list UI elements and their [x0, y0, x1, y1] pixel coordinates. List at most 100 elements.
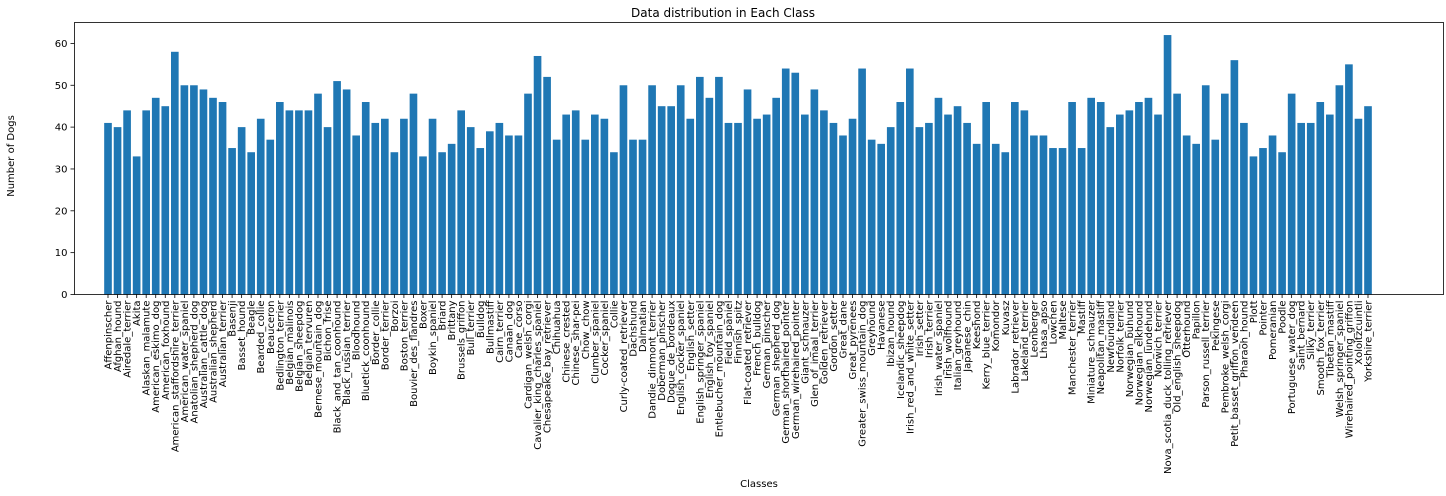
x-tick-label: French_bulldog: [753, 301, 764, 376]
bar-anatolian-shepherd-dog: [190, 85, 198, 295]
y-tick-label: 10: [55, 248, 68, 259]
x-tick-label: Bluetick_coonhound: [361, 301, 372, 402]
bar-belgian-tervuren: [304, 110, 313, 295]
bar-smooth-fox-terrier: [1316, 102, 1325, 295]
bar-airedale-terrier: [123, 110, 131, 295]
x-tick-label: Xoloitzcuintli: [1354, 301, 1365, 365]
bar-pekingese: [1211, 139, 1220, 295]
x-tick-label: Irish_setter: [915, 300, 926, 357]
bar-flat-coated-retriever: [743, 89, 752, 295]
bar-wirehaired-pointing-griffon: [1345, 64, 1353, 295]
x-tick-label: Basset_hound: [237, 301, 248, 371]
y-tick-label: 0: [61, 290, 67, 301]
bar-parson-russell-terrier: [1201, 85, 1210, 295]
bar-australian-shepherd: [209, 97, 217, 295]
x-tick-label: Belgian_sheepdog: [294, 301, 305, 392]
bar-pointer: [1259, 148, 1267, 295]
x-tick-label: Kerry_blue_terrier: [982, 300, 993, 390]
bar-belgian-malinois: [285, 110, 294, 295]
x-tick-label: Papillon: [1192, 301, 1203, 340]
bar-border-terrier: [381, 118, 389, 295]
y-axis: 0 10 20 30 40 50 60: [55, 39, 75, 301]
plot-frame: [74, 22, 1444, 295]
bar-kerry-blue-terrier: [982, 102, 990, 295]
bar-english-cocker-spaniel: [676, 85, 685, 295]
bar-otterhound: [1182, 135, 1191, 295]
bar-cardigan-welsh-corgi: [524, 93, 532, 295]
x-tick-label: Bullmastiff: [485, 299, 496, 354]
bar-german-wirehaired-pointer: [791, 72, 800, 295]
x-tick-label: Greyhound: [867, 301, 878, 356]
bar-neapolitan-mastiff: [1096, 102, 1105, 295]
x-tick-label: Golden_retriever: [819, 300, 830, 385]
bar-beagle: [247, 152, 255, 295]
x-tick-label: Flat-coated_retriever: [743, 300, 754, 405]
x-tick-label: Dalmatian: [638, 301, 649, 353]
x-tick-label: Beagle: [247, 301, 258, 335]
x-tick-label: Japanese_chin: [963, 301, 974, 373]
x-tick-label: Mastiff: [1077, 299, 1088, 334]
x-tick-label: Otterhound: [1182, 301, 1193, 358]
x-tick-label: Gordon_setter: [829, 300, 840, 372]
x-tick-label: Finnish_spitz: [734, 301, 745, 364]
bar-irish-setter: [915, 127, 924, 295]
x-tick-label: Affenpinscher: [104, 300, 115, 370]
y-axis-label: Number of Dogs: [6, 115, 17, 197]
bar-brussels-griffon: [457, 110, 465, 295]
x-tick-label: Petit_basset_griffon_vendeen: [1230, 301, 1241, 447]
bar-portuguese-water-dog: [1287, 93, 1296, 295]
x-tick-label: German_shorthaired_pointer: [781, 300, 792, 444]
bar-basset-hound: [237, 127, 246, 295]
bar-field-spaniel: [724, 122, 733, 295]
x-tick-label: Pembroke_welsh_corgi: [1220, 301, 1231, 414]
bar-alaskan-malamute: [142, 110, 150, 295]
bar-labrador-retriever: [1011, 102, 1019, 295]
x-tick-label: Norwich_terrier: [1154, 300, 1165, 378]
x-tick-label: Irish_water_spaniel: [934, 301, 945, 397]
bar-glen-of-imaal-terrier: [810, 89, 819, 295]
x-tick-label: Manchester_terrier: [1068, 300, 1079, 396]
x-axis: AffenpinscherAfghan_houndAiredale_terrie…: [104, 294, 1375, 474]
bar-boston-terrier: [400, 118, 408, 295]
bar-american-water-spaniel: [180, 85, 189, 295]
bar-chesapeake-bay-retriever: [543, 76, 551, 295]
x-tick-label: Labrador_retriever: [1010, 300, 1021, 394]
x-tick-label: Doberman_pinscher: [657, 300, 668, 401]
x-tick-label: Clumber_spaniel: [590, 301, 601, 384]
bar-curly-coated-retriever: [619, 85, 628, 295]
x-tick-label: Belgian_tervuren: [304, 301, 315, 386]
bar-briard: [438, 152, 446, 295]
bar-dandie-dinmont-terrier: [648, 85, 656, 295]
bar-komondor: [991, 143, 1000, 295]
x-tick-label: Bernese_mountain_dog: [314, 301, 325, 418]
x-tick-label: Kuvasz: [1001, 301, 1012, 336]
bar-kuvasz: [1001, 152, 1010, 295]
bar-canaan-dog: [505, 135, 513, 295]
bar-keeshond: [972, 143, 981, 295]
y-tick-label: 60: [55, 39, 68, 50]
bar-english-springer-spaniel: [696, 76, 704, 295]
bar-black-and-tan-coonhound: [333, 81, 341, 295]
bar-german-shepherd-dog: [772, 97, 780, 295]
bar-bouvier-des-flandres: [409, 93, 418, 295]
x-tick-label: Cardigan_welsh_corgi: [524, 301, 535, 409]
x-tick-label: American_staffordshire_terrier: [170, 300, 181, 453]
bar-mastiff: [1077, 148, 1086, 295]
bar-american-staffordshire-terrier: [171, 51, 179, 295]
bar-newfoundland: [1106, 127, 1115, 295]
bar-bulldog: [476, 148, 485, 295]
bar-american-foxhound: [161, 106, 170, 295]
x-tick-label: Yorkshire_terrier: [1364, 300, 1375, 383]
bar-welsh-springer-spaniel: [1335, 85, 1344, 295]
bar-cocker-spaniel: [600, 118, 609, 295]
x-tick-label: Entlebucher_mountain_dog: [714, 301, 725, 438]
x-tick-label: Irish_wolfhound: [944, 301, 955, 379]
x-tick-label: Pekingese: [1211, 301, 1222, 352]
x-tick-label: Chesapeake_bay_retriever: [543, 300, 554, 433]
bar-chow-chow: [581, 139, 590, 295]
x-tick-label: Brussels_griffon: [457, 301, 468, 380]
bar-saint-bernard: [1297, 122, 1305, 295]
bar-italian-greyhound: [953, 106, 962, 295]
bars-group: [104, 35, 1372, 295]
